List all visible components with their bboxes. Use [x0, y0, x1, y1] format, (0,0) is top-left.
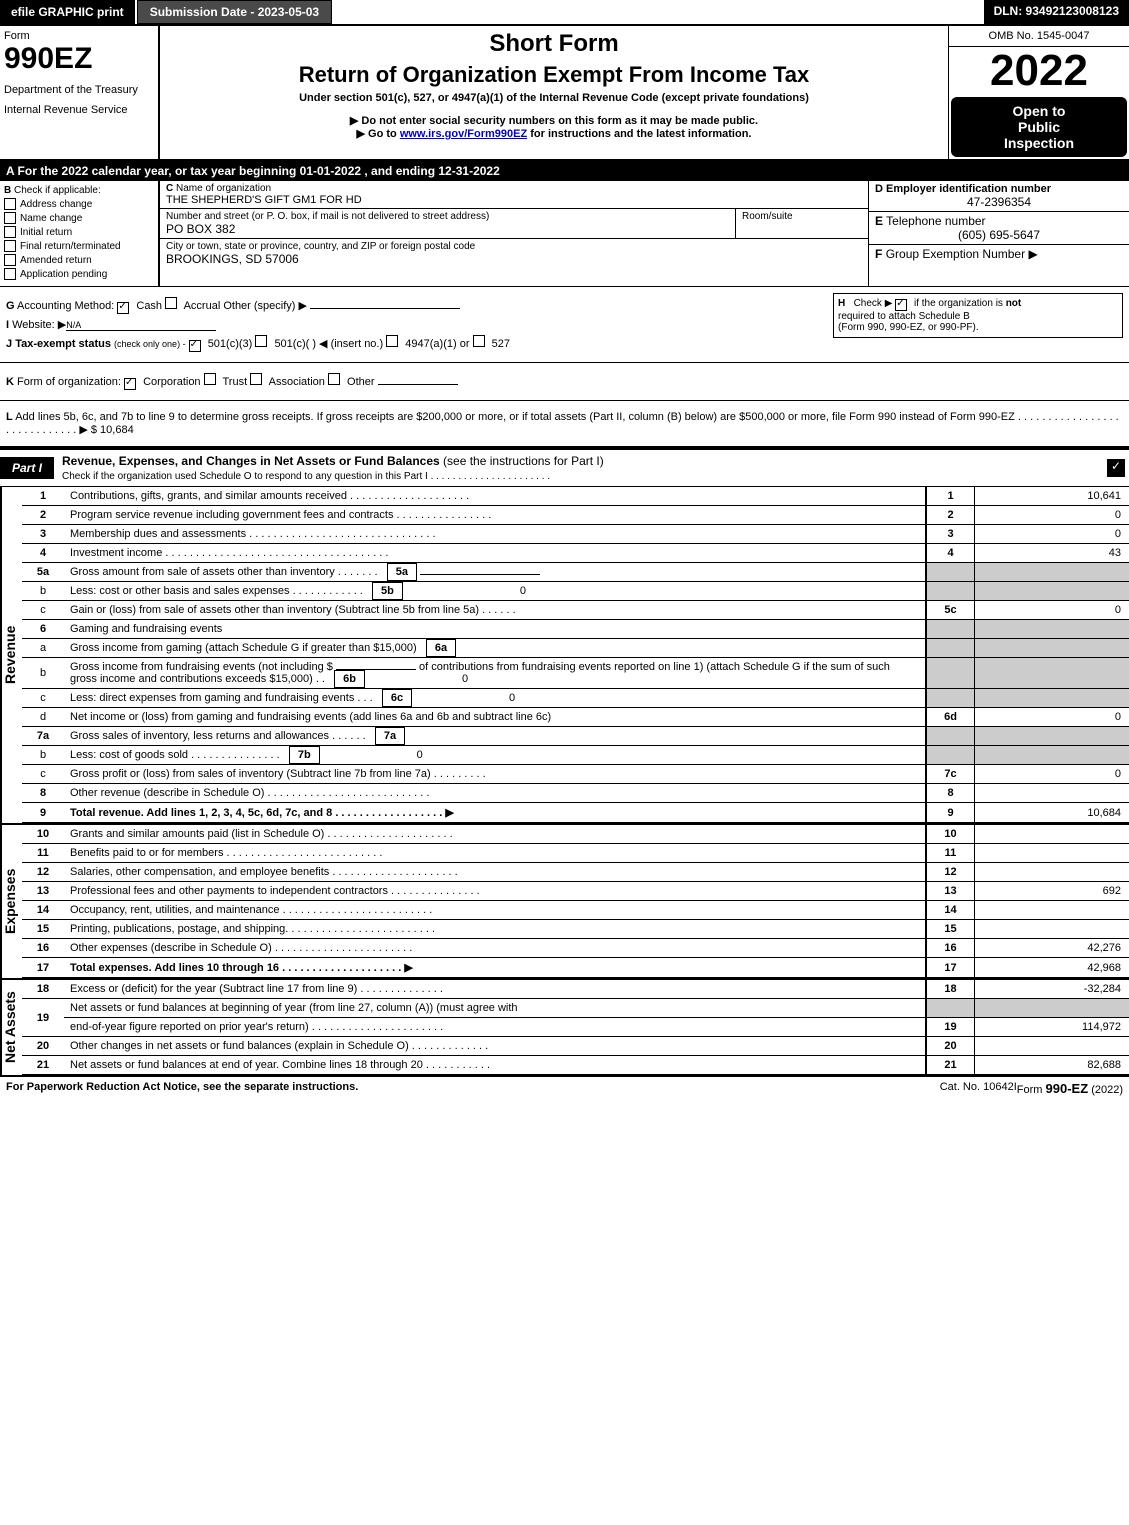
line-6d-value: 0 [975, 708, 1129, 727]
checkbox-final-return[interactable] [4, 240, 16, 252]
line-21-value: 82,688 [975, 1056, 1129, 1075]
checkbox-address-change[interactable] [4, 198, 16, 210]
title-box: Short Form Return of Organization Exempt… [160, 26, 948, 159]
part-1-header: Part I Revenue, Expenses, and Changes in… [0, 448, 1129, 487]
form-number: 990EZ [4, 42, 154, 76]
instruction-1: ▶ Do not enter social security numbers o… [164, 114, 944, 127]
line-9-value: 10,684 [975, 803, 1129, 823]
dept-treasury: Department of the Treasury [4, 84, 154, 96]
line-1-value: 10,641 [975, 487, 1129, 506]
checkbox-name-change[interactable] [4, 212, 16, 224]
form-label: Form [4, 30, 154, 42]
checkbox-501c[interactable] [255, 335, 267, 347]
phone-value: (605) 695-5647 [875, 228, 1123, 242]
expenses-vert-label: Expenses [0, 825, 22, 978]
line-15-value [975, 920, 1129, 939]
checkbox-amended-return[interactable] [4, 254, 16, 266]
paperwork-notice: For Paperwork Reduction Act Notice, see … [6, 1081, 940, 1096]
part-1-label: Part I [0, 457, 54, 479]
line-3-value: 0 [975, 525, 1129, 544]
info-grid: B Check if applicable: Address change Na… [0, 181, 1129, 287]
line-20-value [975, 1037, 1129, 1056]
line-5c-value: 0 [975, 601, 1129, 620]
inspection-badge: Open to Public Inspection [951, 97, 1127, 157]
mid-section: H Check ▶ if the organization is not req… [0, 287, 1129, 363]
org-city: BROOKINGS, SD 57006 [166, 252, 862, 266]
checkbox-501c3[interactable] [189, 340, 201, 352]
room-suite-label: Room/suite [742, 211, 862, 222]
checkbox-4947[interactable] [386, 335, 398, 347]
line-11-value [975, 844, 1129, 863]
form-header: Form 990EZ Department of the Treasury In… [0, 26, 1129, 161]
line-7b-value: 0 [323, 749, 423, 761]
form-number-footer: 990-EZ [1046, 1081, 1089, 1096]
subtitle: Under section 501(c), 527, or 4947(a)(1)… [164, 92, 944, 104]
line-2-value: 0 [975, 506, 1129, 525]
checkbox-cash[interactable] [117, 302, 129, 314]
instruction-2: ▶ Go to www.irs.gov/Form990EZ for instru… [164, 127, 944, 140]
checkbox-association[interactable] [250, 373, 262, 385]
line-12-value [975, 863, 1129, 882]
org-address: PO BOX 382 [166, 222, 729, 236]
checkbox-other-org[interactable] [328, 373, 340, 385]
net-assets-vert-label: Net Assets [0, 980, 22, 1075]
gross-receipts-value: 10,684 [100, 424, 134, 436]
checkbox-accrual[interactable] [165, 297, 177, 309]
line-19-value: 114,972 [975, 1018, 1129, 1037]
org-name: THE SHEPHERD'S GIFT GM1 FOR HD [166, 194, 862, 206]
catalog-number: Cat. No. 10642I [940, 1081, 1017, 1096]
page-footer: For Paperwork Reduction Act Notice, see … [0, 1077, 1129, 1100]
line-6b-value: 0 [368, 673, 468, 685]
line-6c-value: 0 [415, 692, 515, 704]
omb-number: OMB No. 1545-0047 [949, 26, 1129, 47]
line-17-value: 42,968 [975, 958, 1129, 978]
line-10-value [975, 825, 1129, 844]
checkbox-schedule-b[interactable] [895, 299, 907, 311]
right-info-col: D Employer identification number 47-2396… [868, 181, 1129, 286]
checkbox-application-pending[interactable] [4, 268, 16, 280]
checkbox-corporation[interactable] [124, 378, 136, 390]
section-b-checkboxes: B Check if applicable: Address change Na… [0, 181, 160, 286]
checkbox-527[interactable] [473, 335, 485, 347]
section-h-box: H Check ▶ if the organization is not req… [833, 293, 1123, 338]
line-14-value [975, 901, 1129, 920]
tax-year: 2022 [949, 47, 1129, 95]
topbar: efile GRAPHIC print Submission Date - 20… [0, 0, 1129, 26]
right-box: OMB No. 1545-0047 2022 Open to Public In… [948, 26, 1129, 159]
dept-irs: Internal Revenue Service [4, 104, 154, 116]
form-id-box: Form 990EZ Department of the Treasury In… [0, 26, 160, 159]
line-7c-value: 0 [975, 765, 1129, 784]
part-1-checkbox[interactable]: ✓ [1107, 459, 1125, 477]
main-title: Return of Organization Exempt From Incom… [164, 62, 944, 88]
irs-link[interactable]: www.irs.gov/Form990EZ [400, 128, 527, 140]
line-8-value [975, 784, 1129, 803]
revenue-vert-label: Revenue [0, 487, 22, 823]
line-13-value: 692 [975, 882, 1129, 901]
checkbox-trust[interactable] [204, 373, 216, 385]
section-a-period: A For the 2022 calendar year, or tax yea… [0, 161, 1129, 181]
net-assets-section: Net Assets 18Excess or (deficit) for the… [0, 980, 1129, 1077]
line-18-value: -32,284 [975, 980, 1129, 999]
line-5b-value: 0 [406, 585, 526, 597]
ein-value: 47-2396354 [875, 195, 1123, 209]
expenses-section: Expenses 10Grants and similar amounts pa… [0, 825, 1129, 980]
line-16-value: 42,276 [975, 939, 1129, 958]
revenue-section: Revenue 1Contributions, gifts, grants, a… [0, 487, 1129, 825]
line-4-value: 43 [975, 544, 1129, 563]
website-value: N/A [66, 320, 216, 331]
efile-print-button[interactable]: efile GRAPHIC print [0, 0, 135, 24]
checkbox-initial-return[interactable] [4, 226, 16, 238]
short-form-title: Short Form [164, 30, 944, 58]
section-c-org-info: C Name of organization THE SHEPHERD'S GI… [160, 181, 868, 286]
dln-label: DLN: 93492123008123 [984, 0, 1129, 24]
submission-date-label: Submission Date - 2023-05-03 [137, 0, 332, 24]
